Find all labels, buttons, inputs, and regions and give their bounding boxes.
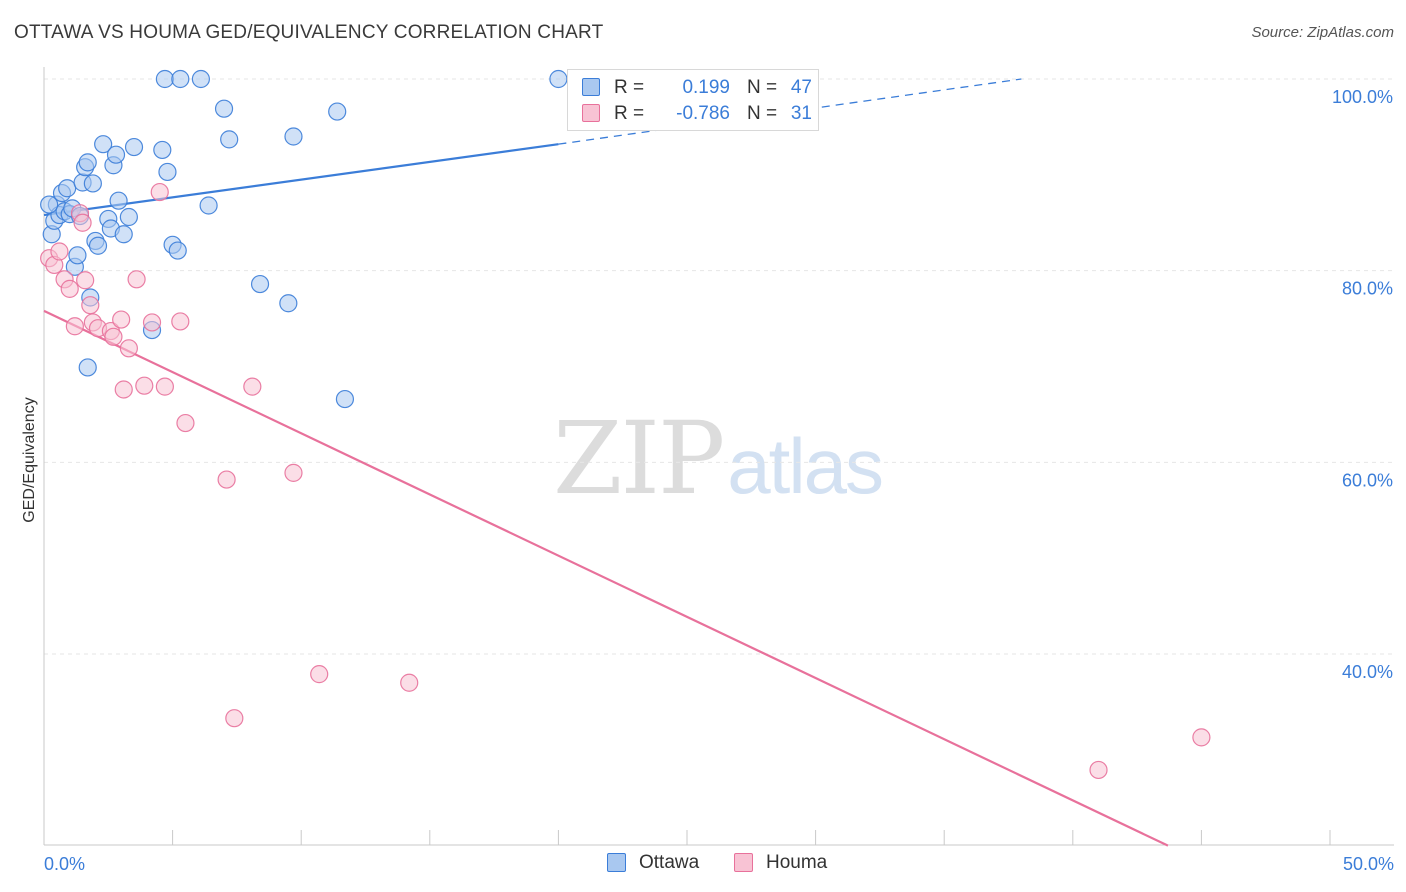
y-tick-label-60: 60.0%	[1342, 470, 1393, 490]
houma-point-2	[50, 242, 69, 261]
ottawa-point-29	[153, 140, 172, 160]
x-tick-label-min: 0.0%	[44, 854, 85, 874]
data-points	[40, 69, 1211, 780]
ottawa-r-value: 0.199	[682, 77, 730, 98]
houma-point-7	[73, 213, 92, 232]
houma-point-25	[243, 377, 262, 396]
houma-point-21	[155, 377, 174, 396]
x-ticks	[43, 830, 1331, 845]
stats-legend: R = 0.199 N = 47 R = -0.786 N = 31	[567, 69, 819, 131]
ottawa-point-24	[109, 191, 128, 210]
houma-point-30	[1089, 760, 1108, 780]
ottawa-point-6	[58, 179, 77, 198]
houma-point-18	[135, 376, 154, 395]
houma-point-16	[119, 339, 138, 358]
ottawa-point-26	[119, 207, 138, 227]
r-label: R =	[614, 103, 645, 124]
ottawa-point-42	[328, 102, 347, 121]
watermark-zip: ZIP	[553, 400, 725, 517]
watermark: ZIPatlas	[553, 400, 884, 517]
houma-point-15	[114, 380, 133, 399]
houma-point-9	[81, 296, 100, 315]
n-label: N =	[747, 103, 778, 124]
chart-source: Source: ZipAtlas.com	[1251, 24, 1394, 41]
ottawa-point-38	[220, 130, 239, 149]
houma-point-24	[217, 470, 236, 489]
ottawa-point-35	[191, 69, 210, 89]
ottawa-point-31	[158, 162, 177, 182]
ottawa-point-23	[106, 145, 126, 164]
y-tick-label-80: 80.0%	[1342, 279, 1393, 299]
ottawa-point-27	[124, 137, 144, 157]
houma-swatch	[582, 104, 600, 122]
ottawa-point-10	[68, 246, 87, 265]
r-label: R =	[614, 77, 645, 98]
ottawa-point-14	[78, 153, 97, 172]
houma-point-29	[225, 709, 244, 728]
n-label: N =	[747, 77, 778, 98]
ottawa-swatch	[582, 78, 600, 96]
ottawa-point-45	[78, 358, 97, 377]
ottawa-point-33	[168, 241, 187, 260]
ottawa-point-37	[214, 99, 234, 118]
ottawa-point-18	[88, 236, 108, 255]
houma-point-8	[76, 271, 95, 290]
trend-lines	[43, 78, 1169, 847]
axes	[43, 67, 1394, 846]
y-tick-label-100: 100.0%	[1332, 87, 1393, 107]
chart-title: OTTAWA VS HOUMA GED/EQUIVALENCY CORRELAT…	[14, 22, 604, 43]
houma-point-5	[65, 317, 84, 336]
houma-point-19	[142, 313, 162, 332]
y-axis-title: GED/Equivalency	[21, 397, 38, 523]
houma-point-28	[400, 673, 419, 692]
houma-point-4	[60, 279, 79, 298]
watermark-atlas: atlas	[727, 422, 884, 510]
ottawa-point-40	[279, 294, 298, 313]
y-tick-label-40: 40.0%	[1342, 662, 1393, 682]
ottawa-n-value: 47	[790, 77, 812, 98]
y-tick-labels: 40.0% 60.0% 80.0% 100.0%	[1332, 87, 1393, 682]
gridlines	[44, 78, 1394, 655]
ottawa-point-41	[284, 127, 303, 146]
houma-legend-label: Houma	[766, 852, 828, 873]
houma-point-13	[104, 327, 123, 346]
ottawa-legend-swatch	[607, 853, 626, 872]
ottawa-point-43	[335, 389, 355, 409]
ottawa-point-25	[114, 225, 133, 244]
houma-trend-line	[43, 309, 1169, 847]
houma-legend-swatch	[734, 853, 753, 872]
houma-point-14	[112, 310, 131, 329]
ottawa-point-36	[199, 196, 218, 215]
ottawa-trend-line	[43, 143, 559, 217]
houma-r-value: -0.786	[676, 103, 730, 124]
houma-point-22	[171, 312, 190, 331]
houma-point-27	[310, 665, 329, 684]
ottawa-point-30	[155, 69, 174, 89]
ottawa-point-39	[250, 274, 270, 294]
houma-point-23	[176, 413, 195, 433]
houma-point-20	[150, 182, 169, 202]
ottawa-legend-label: Ottawa	[639, 852, 700, 873]
ottawa-point-34	[171, 69, 190, 89]
ottawa-point-46	[40, 195, 59, 214]
houma-point-17	[127, 270, 146, 289]
ottawa-trend-extension	[558, 78, 1022, 145]
houma-point-31	[1192, 728, 1211, 747]
houma-point-26	[284, 463, 303, 482]
x-tick-label-max: 50.0%	[1343, 854, 1394, 874]
houma-n-value: 31	[790, 103, 812, 124]
ottawa-point-44	[549, 69, 568, 89]
ottawa-point-16	[83, 174, 102, 193]
ottawa-point-19	[94, 135, 113, 154]
